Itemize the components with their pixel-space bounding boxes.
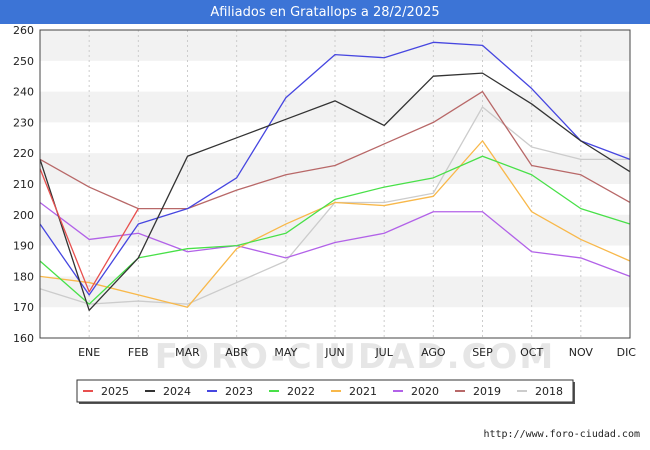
y-tick-label: 260	[13, 24, 34, 37]
legend-label-2020: 2020	[411, 385, 439, 398]
series-line-2023	[39, 41, 631, 296]
legend-label-2023: 2023	[225, 385, 253, 398]
y-tick-label: 230	[13, 116, 34, 129]
y-tick-label: 200	[13, 209, 34, 222]
series-line-2024	[39, 72, 631, 311]
y-tick-label: 240	[13, 86, 34, 99]
x-tick-label: JUL	[374, 346, 393, 359]
legend-label-2025: 2025	[101, 385, 129, 398]
x-tick-label: ENE	[78, 346, 100, 359]
series-line-2020	[39, 201, 631, 278]
plot-border	[39, 29, 631, 339]
legend-label-2024: 2024	[163, 385, 191, 398]
y-tick-label: 170	[13, 301, 34, 314]
x-tick-label: OCT	[520, 346, 543, 359]
x-tick-label: MAR	[175, 346, 200, 359]
x-tick-label: SEP	[472, 346, 493, 359]
y-tick-label: 250	[13, 55, 34, 68]
x-tick-label: MAY	[274, 346, 297, 359]
legend-label-2021: 2021	[349, 385, 377, 398]
y-tick-label: 160	[13, 332, 34, 345]
y-tick-label: 190	[13, 240, 34, 253]
x-tick-label: AGO	[421, 346, 446, 359]
legend-label-2018: 2018	[535, 385, 563, 398]
watermark: FORO-CIUDAD.COM	[155, 337, 556, 377]
x-tick-label: JUN	[324, 346, 345, 359]
grid-band	[40, 153, 630, 184]
series-line-2025	[39, 168, 139, 293]
x-tick-label: ABR	[225, 346, 248, 359]
legend-label-2022: 2022	[287, 385, 315, 398]
x-tick-label: DIC	[617, 346, 637, 359]
series-line-2021	[39, 140, 631, 308]
y-tick-label: 220	[13, 147, 34, 160]
chart-title: Afiliados en Gratallops a 28/2/2025	[0, 0, 650, 24]
y-tick-label: 180	[13, 270, 34, 283]
legend-box	[76, 379, 574, 403]
y-tick-label: 210	[13, 178, 34, 191]
legend-label-2019: 2019	[473, 385, 501, 398]
x-tick-label: FEB	[128, 346, 149, 359]
x-tick-label: NOV	[569, 346, 594, 359]
source-url: http://www.foro-ciudad.com	[483, 429, 640, 440]
